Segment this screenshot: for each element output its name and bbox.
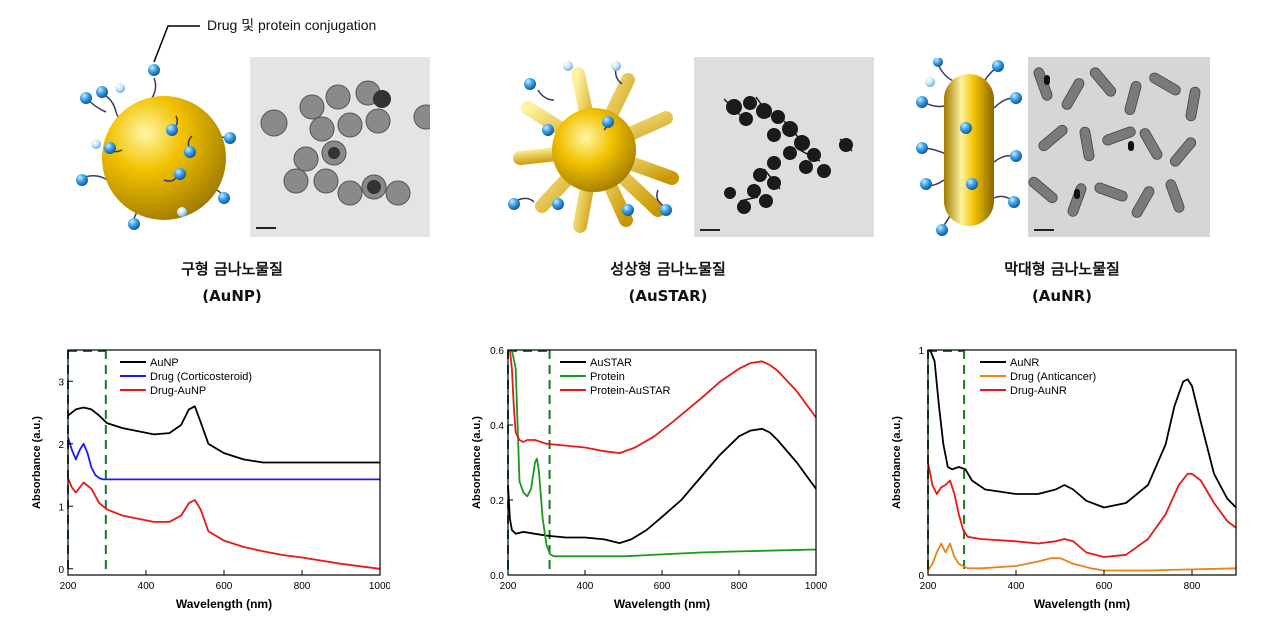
legend-label: Protein-AuSTAR <box>590 385 671 397</box>
x-tick-label: 400 <box>1008 581 1025 592</box>
x-tick-label: 600 <box>654 581 671 592</box>
series-line-aunr <box>929 350 1236 509</box>
x-axis-label: Wavelength (nm) <box>1034 597 1130 611</box>
y-tick-label: 1 <box>918 346 924 357</box>
rod-tem-image <box>1028 57 1210 237</box>
legend-label: Drug (Corticosteroid) <box>150 371 252 383</box>
x-tick-label: 800 <box>1184 581 1201 592</box>
conjugation-callout: Drug 및 protein conjugation <box>207 17 377 33</box>
aunp-name: 구형 금나노물질 <box>181 260 283 278</box>
x-tick-label: 200 <box>920 581 937 592</box>
x-tick-label: 200 <box>60 581 77 592</box>
series-line-drug-aunp <box>68 477 380 570</box>
y-axis-label: Absorbance (a.u.) <box>31 416 43 509</box>
x-tick-label: 800 <box>731 581 748 592</box>
aunr-title: 막대형 금나노물질 (AuNR) <box>912 256 1212 310</box>
legend-label: Drug-AuNR <box>1010 385 1067 397</box>
x-axis-label: Wavelength (nm) <box>614 597 710 611</box>
austar-name: 성상형 금나노물질 <box>610 260 726 278</box>
x-tick-label: 600 <box>1096 581 1113 592</box>
y-tick-label: 0.4 <box>490 421 504 432</box>
y-tick-label: 2 <box>58 440 64 451</box>
series-line-protein <box>511 350 816 558</box>
series-line-aunp <box>68 405 380 464</box>
legend-label: AuNP <box>150 357 179 369</box>
star-nanoparticle-illustration <box>508 61 679 233</box>
y-axis-label: Absorbance (a.u.) <box>471 416 483 509</box>
y-tick-label: 3 <box>58 377 64 388</box>
legend-label: Drug-AuNP <box>150 385 206 397</box>
aunr-name: 막대형 금나노물질 <box>1004 260 1120 278</box>
austar-title: 성상형 금나노물질 (AuSTAR) <box>518 256 818 310</box>
callout-leader-line <box>153 25 200 63</box>
austar-absorbance-chart: 200 400 600 800 1000 0.0 0.2 0.4 0.6 Wavelength (… <box>471 346 828 611</box>
x-tick-label: 600 <box>216 581 233 592</box>
x-tick-label: 1000 <box>805 581 828 592</box>
aunp-absorbance-chart: 200 400 600 800 1000 0 1 2 3 Wavelength (nm) Absor… <box>31 349 390 611</box>
legend-label: AuSTAR <box>590 357 632 369</box>
legend-label: AuNR <box>1010 357 1039 369</box>
sphere-tem-image <box>250 57 430 237</box>
aunp-title: 구형 금나노물질 (AuNP) <box>82 256 382 310</box>
series-line-drug-aunr <box>928 462 1236 558</box>
rod-nanoparticle-illustration <box>916 58 1022 236</box>
x-tick-label: 400 <box>138 581 155 592</box>
x-tick-label: 1000 <box>369 581 390 592</box>
series-line-protein-austar <box>509 350 816 454</box>
y-tick-label: 0.6 <box>490 346 504 357</box>
y-tick-label: 0.2 <box>490 496 504 507</box>
star-tem-image <box>694 57 874 237</box>
plot-frame <box>927 349 1237 576</box>
y-tick-label: 1 <box>58 502 64 513</box>
legend-label: Drug (Anticancer) <box>1010 371 1096 383</box>
x-tick-label: 200 <box>500 581 517 592</box>
x-axis-label: Wavelength (nm) <box>176 597 272 611</box>
y-tick-label: 0 <box>58 565 64 576</box>
series-line-austar <box>508 427 816 545</box>
aunr-absorbance-chart: 200 400 600 800 0 1 Wavelength (nm) Absorbance … <box>891 346 1237 611</box>
austar-abbr: (AuSTAR) <box>628 287 708 305</box>
legend-label: Protein <box>590 371 625 383</box>
series-line-drug-corticosteroid- <box>68 437 380 481</box>
plot-frame <box>507 349 817 576</box>
y-tick-label: 0.0 <box>490 571 504 582</box>
y-tick-label: 0 <box>918 571 924 582</box>
x-tick-label: 800 <box>294 581 311 592</box>
series-line-drug-anticancer- <box>928 542 1236 572</box>
aunp-abbr: (AuNP) <box>202 287 262 305</box>
x-tick-label: 400 <box>577 581 594 592</box>
aunr-abbr: (AuNR) <box>1031 287 1093 305</box>
y-axis-label: Absorbance (a.u.) <box>891 416 903 509</box>
sphere-nanoparticle-illustration <box>76 64 236 230</box>
